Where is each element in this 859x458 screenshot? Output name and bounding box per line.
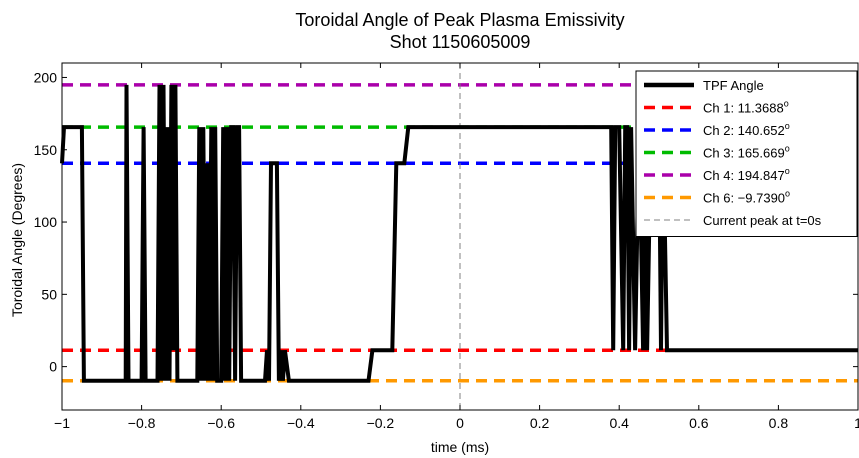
axis-ticks: −1 −0.8 −0.6 −0.4 −0.2 0 0.2 0.4 0.6 0.8 1 0 50 100 15… xyxy=(34,63,859,431)
x-tick-label: 0.6 xyxy=(689,415,709,431)
legend-label-1: Ch 1: 11.3688 xyxy=(703,101,784,116)
x-tick-label: 0.8 xyxy=(769,415,789,431)
y-tick-label: 50 xyxy=(41,286,57,302)
legend-degree-sup: o xyxy=(784,99,789,109)
y-tick-label: 100 xyxy=(34,214,58,230)
legend-label-4: Ch 4: 194.847 xyxy=(703,168,785,183)
chart-title: Toroidal Angle of Peak Plasma Emissivity xyxy=(295,10,624,30)
legend-label-0: TPF Angle xyxy=(703,78,764,93)
x-tick-label: −0.4 xyxy=(287,415,315,431)
legend-entry-4: Ch 4: 194.847o xyxy=(703,166,790,183)
x-tick-label: −0.2 xyxy=(367,415,395,431)
x-tick-label: −0.6 xyxy=(207,415,235,431)
x-tick-label: 1 xyxy=(854,415,859,431)
legend-degree-sup: o xyxy=(785,121,790,131)
legend-label-5: Ch 6: −9.7390 xyxy=(703,191,785,206)
legend-entry-0: TPF Angle xyxy=(703,78,764,93)
legend-entry-6: Current peak at t=0s xyxy=(703,213,822,228)
y-tick-label: 150 xyxy=(34,142,58,158)
x-tick-label: 0.2 xyxy=(530,415,550,431)
y-tick-label: 200 xyxy=(34,69,58,85)
legend-degree-sup: o xyxy=(785,166,790,176)
x-tick-label: 0.4 xyxy=(609,415,629,431)
chart-subtitle: Shot 1150605009 xyxy=(390,32,531,52)
series-line-0 xyxy=(60,84,858,383)
x-tick-label: 0 xyxy=(456,415,464,431)
x-tick-label: −1 xyxy=(54,415,70,431)
legend-label-6: Current peak at t=0s xyxy=(703,213,822,228)
legend-entry-1: Ch 1: 11.3688o xyxy=(703,99,789,116)
legend-entry-2: Ch 2: 140.652o xyxy=(703,121,790,138)
x-axis-label: time (ms) xyxy=(431,439,489,455)
legend-degree-sup: o xyxy=(785,144,790,154)
y-axis-label: Toroidal Angle (Degrees) xyxy=(9,163,25,317)
legend-entry-5: Ch 6: −9.7390o xyxy=(703,189,790,206)
legend-label-2: Ch 2: 140.652 xyxy=(703,123,785,138)
legend-label-3: Ch 3: 165.669 xyxy=(703,146,785,161)
legend-entry-3: Ch 3: 165.669o xyxy=(703,144,790,161)
x-tick-label: −0.8 xyxy=(128,415,156,431)
y-tick-label: 0 xyxy=(49,359,57,375)
legend-degree-sup: o xyxy=(785,189,790,199)
